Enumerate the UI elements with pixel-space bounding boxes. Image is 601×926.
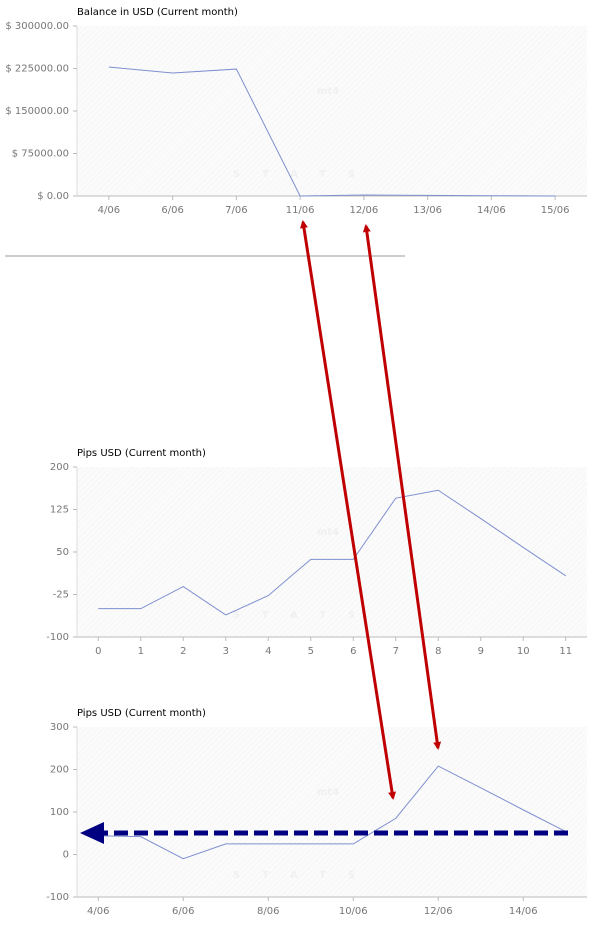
x-tick-label: 8 [435,646,441,657]
x-tick-label: 4/06 [98,205,120,216]
y-tick-label: 200 [50,462,69,473]
y-tick-label: 200 [50,765,69,776]
y-tick-label: 300 [50,722,69,733]
x-tick-label: 14/06 [509,906,538,917]
plot-area [77,26,587,196]
chart-title: Pips USD (Current month) [77,448,206,459]
x-tick-label: 4/06 [87,906,109,917]
x-tick-label: 6/06 [172,906,194,917]
x-tick-label: 6 [350,646,356,657]
x-tick-label: 3 [223,646,229,657]
x-tick-label: 11 [559,646,572,657]
watermark-sub: STATS [233,169,377,180]
blue-arrowhead [80,822,104,844]
y-tick-label: $ 0.00 [37,191,69,202]
x-tick-label: 12/06 [424,906,453,917]
x-tick-label: 0 [95,646,101,657]
charts: mt4 STATS Balance in USD (Current month) $ … [5,7,587,917]
watermark-sub: STATS [233,610,377,621]
y-tick-label: $ 300000.00 [5,21,69,32]
x-tick-label: 7 [393,646,399,657]
watermark-sub: STATS [233,870,377,881]
y-tick-label: 50 [56,547,69,558]
y-tick-label: $ 225000.00 [5,64,69,75]
x-tick-label: 13/06 [413,205,442,216]
y-tick-label: 125 [50,505,69,516]
y-tick-label: -100 [46,892,69,903]
watermark: mt4 [317,86,339,97]
x-tick-label: 4 [265,646,271,657]
line [108,66,556,197]
x-tick-label: 9 [478,646,484,657]
x-tick-label: 6/06 [161,205,183,216]
y-tick-label: -100 [46,632,69,643]
x-tick-label: 12/06 [349,205,378,216]
watermark: mt4 [317,787,339,798]
x-tick-label: 10/06 [339,906,368,917]
y-tick-label: 0 [63,850,69,861]
x-tick-label: 5 [308,646,314,657]
x-tick-label: 7/06 [225,205,247,216]
x-tick-label: 10 [517,646,530,657]
annotations [80,220,568,844]
watermark: mt4 [317,527,339,538]
x-tick-label: 15/06 [541,205,570,216]
x-tick-label: 2 [180,646,186,657]
line [98,765,566,860]
y-tick-label: $ 75000.00 [12,149,69,160]
chart-title: Pips USD (Current month) [77,708,206,719]
y-tick-label: $ 150000.00 [5,106,69,117]
x-tick-label: 14/06 [477,205,506,216]
x-tick-label: 1 [138,646,144,657]
chart-title: Balance in USD (Current month) [77,7,238,18]
red-arrow [362,224,442,750]
y-tick-label: 100 [50,807,69,818]
x-tick-label: 11/06 [286,205,315,216]
y-tick-label: -25 [53,590,69,601]
x-tick-label: 8/06 [257,906,279,917]
